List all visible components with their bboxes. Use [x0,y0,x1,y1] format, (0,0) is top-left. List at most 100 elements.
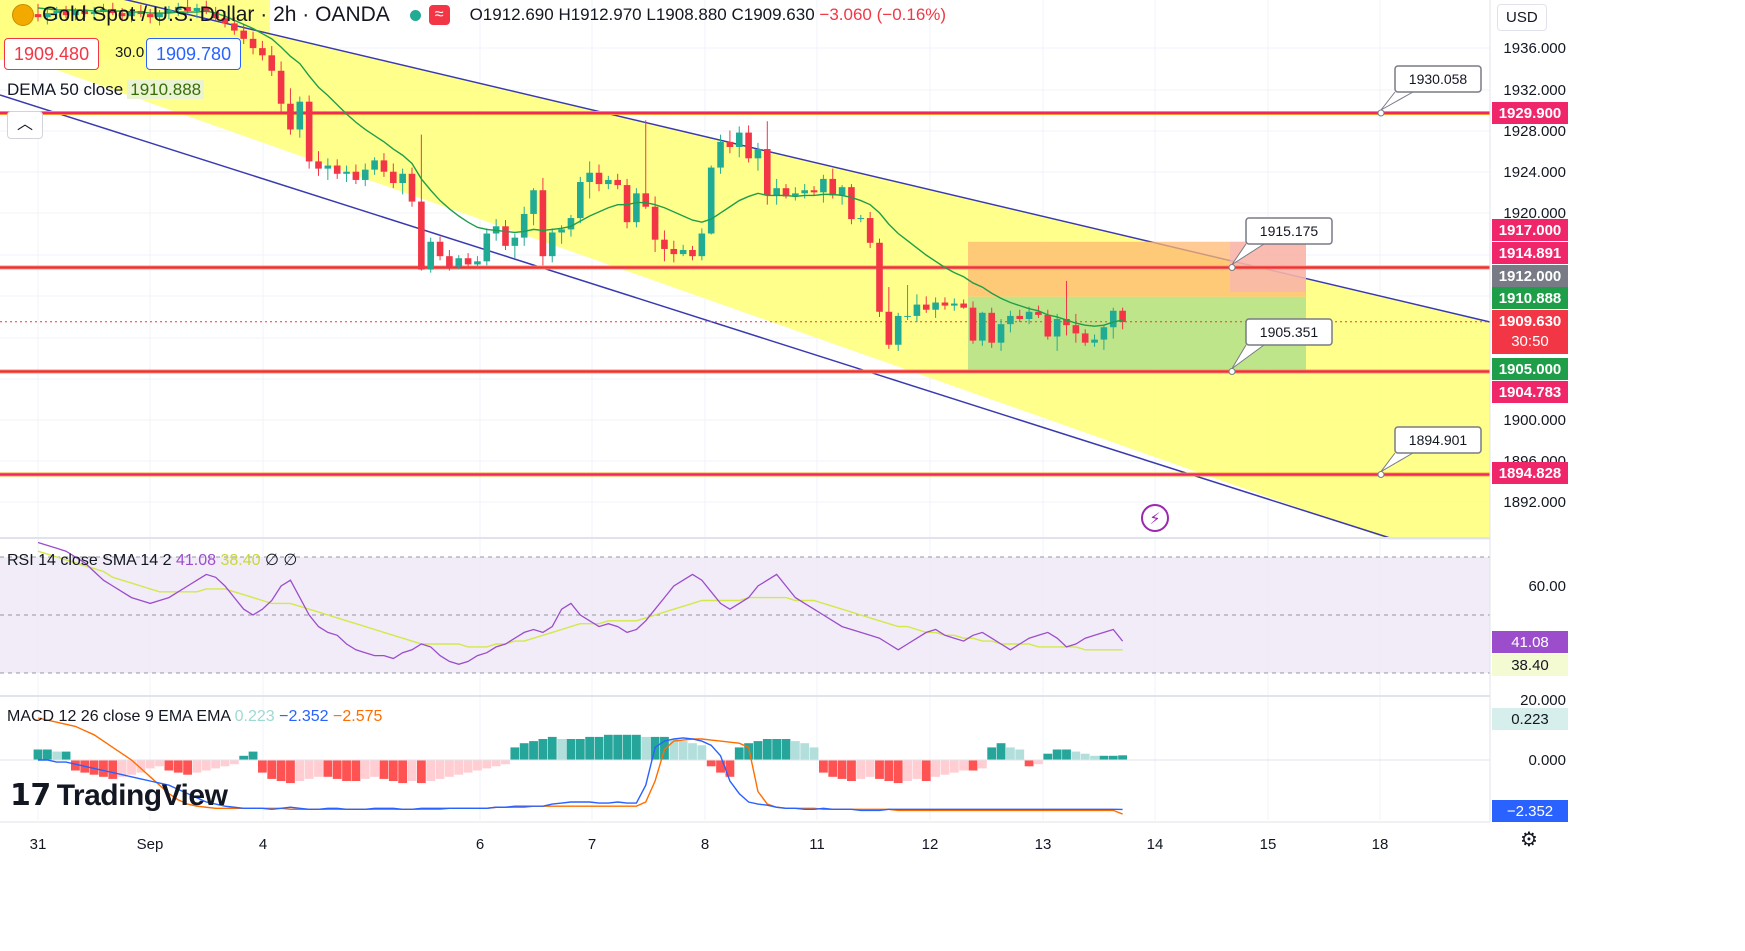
macd-bar [220,760,230,767]
tradingview-logo[interactable]: 𝟭𝟳 TradingView [10,778,228,813]
candle-body [960,303,967,308]
macd-bar [819,760,828,773]
candle-body [511,237,519,246]
time-tick: 8 [701,836,709,853]
macd-bar [248,751,258,760]
macd-bar [641,736,651,760]
price-tag [1492,381,1568,403]
candle-body [361,169,369,180]
macd-bar [1090,755,1099,760]
chevron-up-icon[interactable]: ︿ [7,111,43,139]
candle-body [174,6,182,10]
candle-body [764,149,771,196]
macd-bar [229,760,239,765]
candle-body [773,188,780,196]
candle-body [997,324,1005,343]
macd-bar [164,760,174,771]
candle-body [951,303,958,306]
price-tag-label: 1912.000 [1499,268,1562,285]
macd-signal-line [37,717,1123,815]
candle-body [408,173,416,202]
candle-body [633,193,640,223]
spread-value: 30.0 [115,44,145,61]
macd-bar [99,760,108,777]
macd-bar [734,747,744,760]
macd-bar [903,760,912,781]
macd-bar [342,760,351,781]
price-callout: 1894.901 [1377,426,1482,479]
callout-label: 1930.058 [1409,71,1468,87]
macd-bar [136,760,146,773]
candle-body [1109,310,1117,328]
candle-body [446,256,453,267]
price-tag [1492,358,1568,380]
candle-body [548,232,556,257]
sell-price-button[interactable]: 1909.480 [4,38,100,70]
rsi-sma-tag [1492,654,1568,676]
macd-line [38,737,1123,812]
candle-body [1063,319,1070,326]
macd-bar [173,760,183,773]
macd-bar [323,760,333,777]
candle-body [838,187,846,196]
price-callout: 1915.175 [1228,217,1333,271]
macd-bar [239,755,249,760]
market-status-icon[interactable] [409,9,421,21]
rsi-legend[interactable]: RSI 14 close SMA 14 2 41.08 38.40 ∅ ∅ [7,550,297,570]
symbol-header: Gold Spot / U.S. Dollar · 2h · OANDA ≈ O… [12,3,946,27]
time-tick: Sep [137,836,164,853]
macd-bar [603,734,613,760]
candle-body [689,249,696,257]
rsi-value-tag [1492,631,1568,653]
price-tag-label: 1904.783 [1499,384,1562,401]
callout-label: 1915.175 [1260,223,1319,239]
macd-line-tag [1492,800,1568,822]
macd-bar [744,743,753,760]
gear-icon[interactable]: ⚙ [1520,829,1538,851]
macd-bar [912,760,922,779]
candle-body [698,233,706,257]
macd-signal-value: −2.575 [333,708,383,725]
macd-bar [575,739,585,760]
macd-bar [463,760,473,773]
macd-bar [949,760,959,773]
price-tag [1492,102,1568,124]
macd-bar [435,760,445,779]
candle-body [156,13,163,18]
buy-price-button[interactable]: 1909.780 [146,38,242,70]
candle-body [44,13,51,18]
candle-body [90,12,98,15]
price-tag [1492,265,1568,287]
macd-bar [454,760,464,775]
candle-body [296,101,304,130]
macd-tick: 0.000 [1528,752,1566,769]
candle-body [193,7,201,12]
price-tag [1492,462,1568,484]
macd-bar [790,741,800,760]
price-tag [1492,310,1568,354]
lightning-icon [1141,504,1169,532]
candle-body [502,226,509,246]
candle-body [661,239,668,249]
macd-legend[interactable]: MACD 12 26 close 9 EMA EMA 0.223 −2.352 … [7,708,382,726]
symbol-title[interactable]: Gold Spot / U.S. Dollar · 2h · OANDA [42,3,390,26]
candle-body [146,14,154,18]
candle-body [1053,319,1061,337]
price-tag [1492,287,1568,309]
macd-bar [940,760,950,775]
macd-bar [416,760,426,784]
macd-bar [847,760,856,781]
macd-bar [201,760,211,771]
macd-bar [42,749,52,760]
rsi-sma-value: 38.40 [220,552,261,569]
wave-icon[interactable]: ≈ [428,5,450,25]
rsi-value: 41.08 [175,552,217,569]
dema-legend[interactable]: DEMA 50 close 1910.888 [7,80,205,100]
currency-selector[interactable]: USD [1497,4,1547,31]
countdown-label: 30:50 [1511,333,1549,350]
macd-bar [108,760,118,779]
time-tick: 6 [476,836,484,853]
macd-bar [145,760,155,769]
candle-body [567,218,575,230]
